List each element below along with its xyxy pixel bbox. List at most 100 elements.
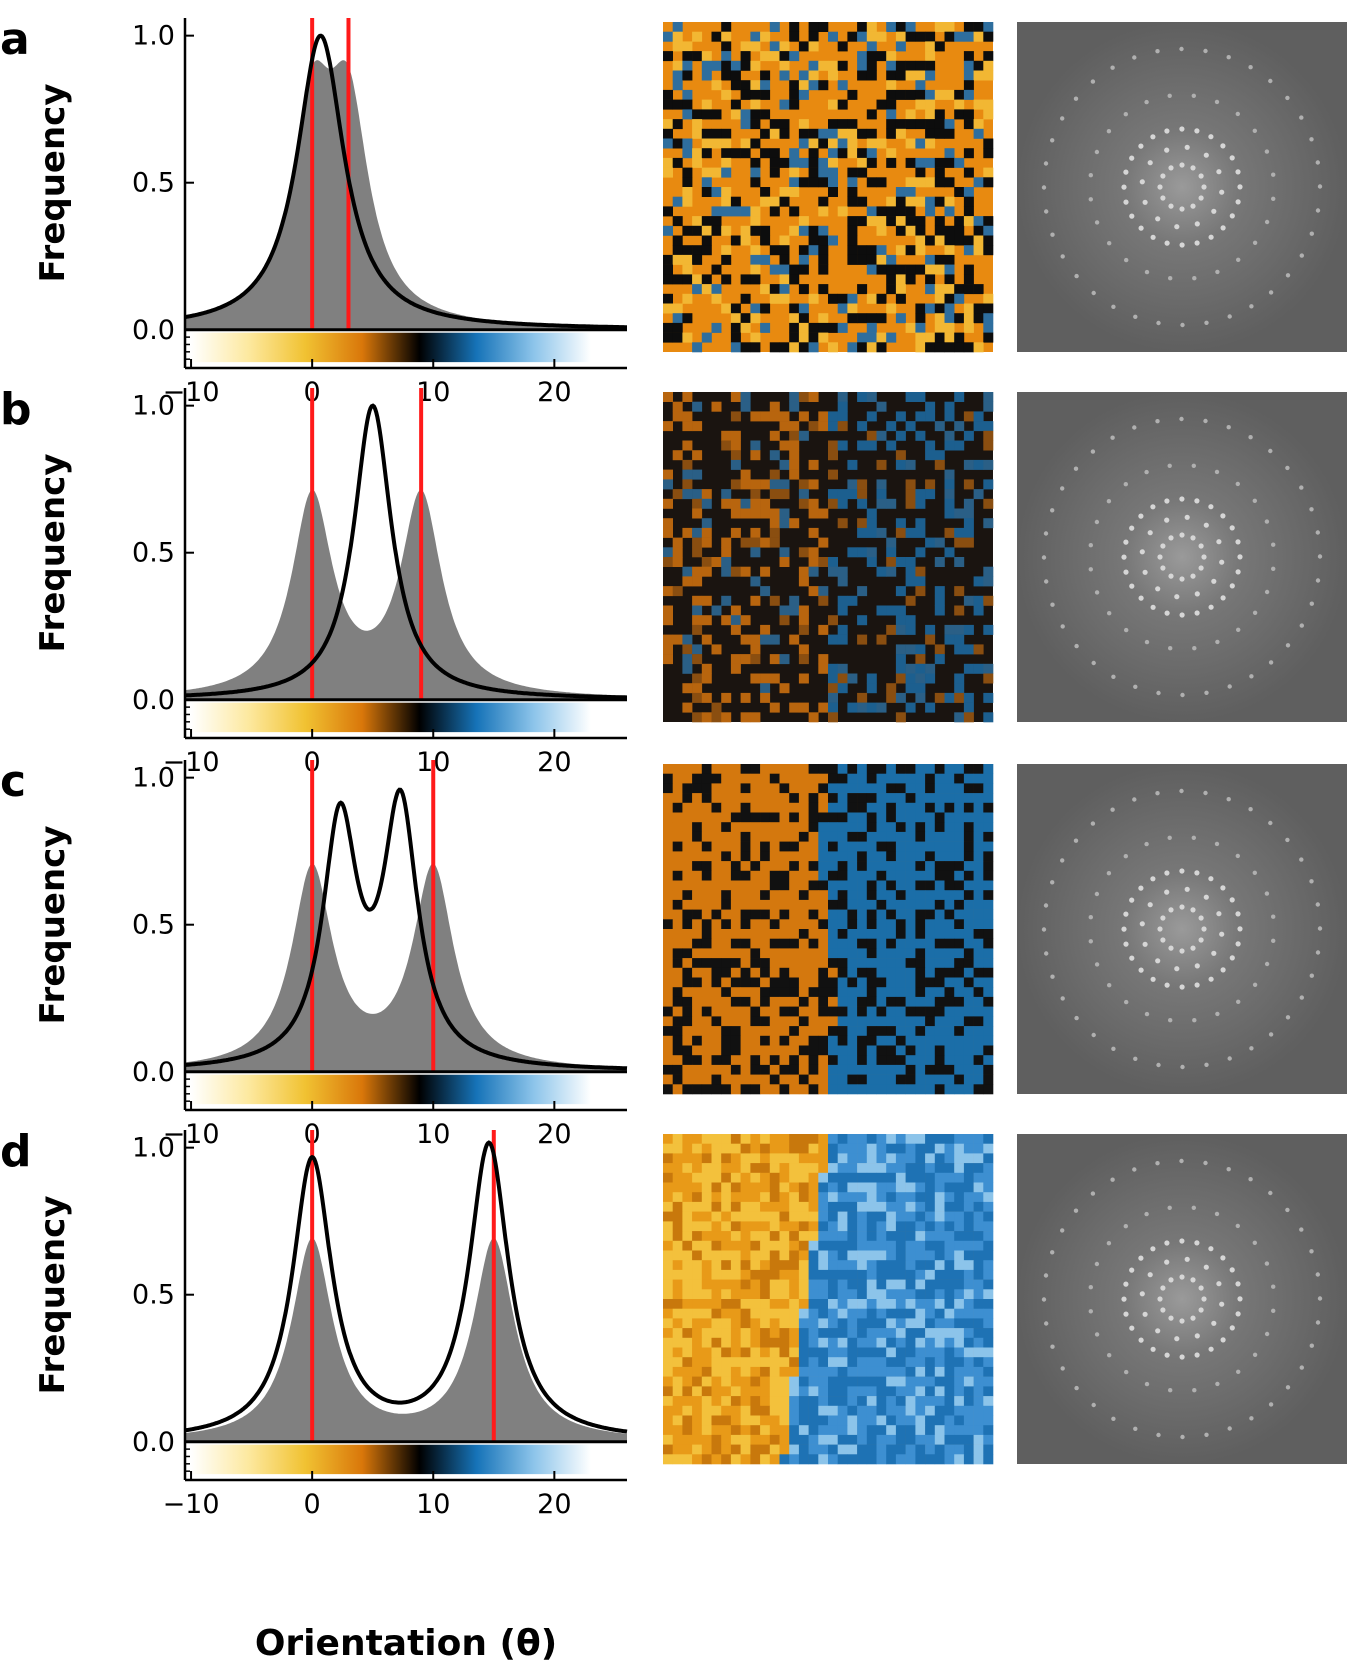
image-pixel <box>847 802 858 813</box>
image-pixel <box>663 605 673 616</box>
image-pixel <box>837 764 848 774</box>
image-pixel <box>828 557 838 567</box>
panels: aFrequency0.00.51.0−1001020bFrequency0.0… <box>0 14 1347 1520</box>
image-pixel <box>721 41 732 52</box>
image-pixel <box>692 469 703 480</box>
fft-spot <box>1150 1346 1156 1352</box>
fft-spot <box>1044 209 1049 214</box>
image-pixel <box>750 802 761 813</box>
image-pixel <box>740 1143 751 1154</box>
image-pixel <box>837 890 848 901</box>
image-pixel <box>983 764 994 774</box>
image-pixel <box>663 1192 673 1203</box>
image-pixel <box>944 1289 955 1300</box>
fft-spot <box>1168 573 1174 579</box>
image-pixel <box>905 109 916 120</box>
fft-spot <box>1150 504 1156 510</box>
image-pixel <box>730 1221 741 1232</box>
fft-spot <box>1111 1416 1116 1422</box>
image-pixel <box>837 401 848 412</box>
image-pixel <box>847 138 858 149</box>
image-pixel <box>886 557 897 567</box>
image-pixel <box>847 702 858 713</box>
image-pixel <box>895 773 906 784</box>
image-pixel <box>963 167 974 178</box>
image-pixel <box>701 245 712 256</box>
image-pixel <box>895 909 906 920</box>
fft-spot <box>1194 240 1200 246</box>
image-pixel <box>721 802 732 813</box>
image-pixel <box>866 411 877 422</box>
image-pixel <box>866 773 877 784</box>
image-pixel <box>750 909 761 920</box>
image-pixel <box>876 498 887 509</box>
image-pixel <box>750 80 761 91</box>
image-pixel <box>944 1260 955 1271</box>
fft-spot <box>1208 876 1214 882</box>
image-pixel <box>876 1201 887 1212</box>
image-pixel <box>963 1134 974 1144</box>
image-pixel <box>711 187 722 197</box>
image-pixel <box>895 274 906 285</box>
fft-spot <box>1074 273 1079 279</box>
image-pixel <box>808 987 819 998</box>
image-pixel <box>837 1084 848 1095</box>
fft-spot <box>1309 231 1315 236</box>
image-pixel <box>973 1269 984 1280</box>
image-pixel <box>934 605 945 616</box>
image-pixel <box>730 1231 741 1242</box>
fft-spot <box>1220 143 1226 149</box>
image-pixel <box>779 51 790 62</box>
image-pixel <box>692 119 703 130</box>
fft-spot <box>1150 134 1156 140</box>
image-pixel <box>983 1299 994 1309</box>
image-pixel <box>779 157 790 168</box>
image-pixel <box>769 1299 780 1309</box>
image-pixel <box>905 1250 916 1261</box>
fft-spot <box>1073 838 1079 843</box>
fft-spot <box>1132 1167 1137 1172</box>
image-pixel <box>925 1415 936 1426</box>
image-pixel <box>876 1045 887 1056</box>
image-pixel <box>895 1134 906 1144</box>
image-pixel <box>886 1192 897 1203</box>
image-pixel <box>692 1055 703 1066</box>
image-pixel <box>730 1434 741 1445</box>
image-pixel <box>954 802 965 813</box>
image-pixel <box>682 1444 693 1455</box>
image-pixel <box>973 303 984 314</box>
image-pixel <box>973 60 984 71</box>
image-pixel <box>944 624 955 635</box>
image-pixel <box>915 99 926 110</box>
image-pixel <box>730 1454 741 1465</box>
image-pixel <box>837 948 848 959</box>
image-pixel <box>701 958 712 969</box>
image-pixel <box>837 1308 848 1319</box>
image-pixel <box>983 977 994 988</box>
image-pixel <box>750 654 761 665</box>
image-pixel <box>721 929 732 939</box>
image-pixel <box>876 987 887 998</box>
image-pixel <box>876 793 887 804</box>
image-pixel <box>973 919 984 930</box>
image-pixel <box>925 1134 936 1144</box>
image-pixel <box>682 196 693 207</box>
image-pixel <box>730 1192 741 1203</box>
image-pixel <box>682 1006 693 1017</box>
image-pixel <box>828 1172 838 1183</box>
image-pixel <box>886 1405 897 1416</box>
image-pixel <box>769 861 780 872</box>
image-pixel <box>711 1308 722 1319</box>
image-pixel <box>857 909 868 920</box>
image-pixel <box>818 177 829 188</box>
image-pixel <box>944 948 955 959</box>
fft-spot <box>1220 595 1226 601</box>
fft-spot <box>1123 1224 1129 1229</box>
x-tick-label: 20 <box>537 747 571 778</box>
image-pixel <box>740 1289 751 1300</box>
image-pixel <box>944 1192 955 1203</box>
image-pixel <box>750 1386 761 1397</box>
image-pixel <box>944 245 955 256</box>
image-pixel <box>973 177 984 188</box>
